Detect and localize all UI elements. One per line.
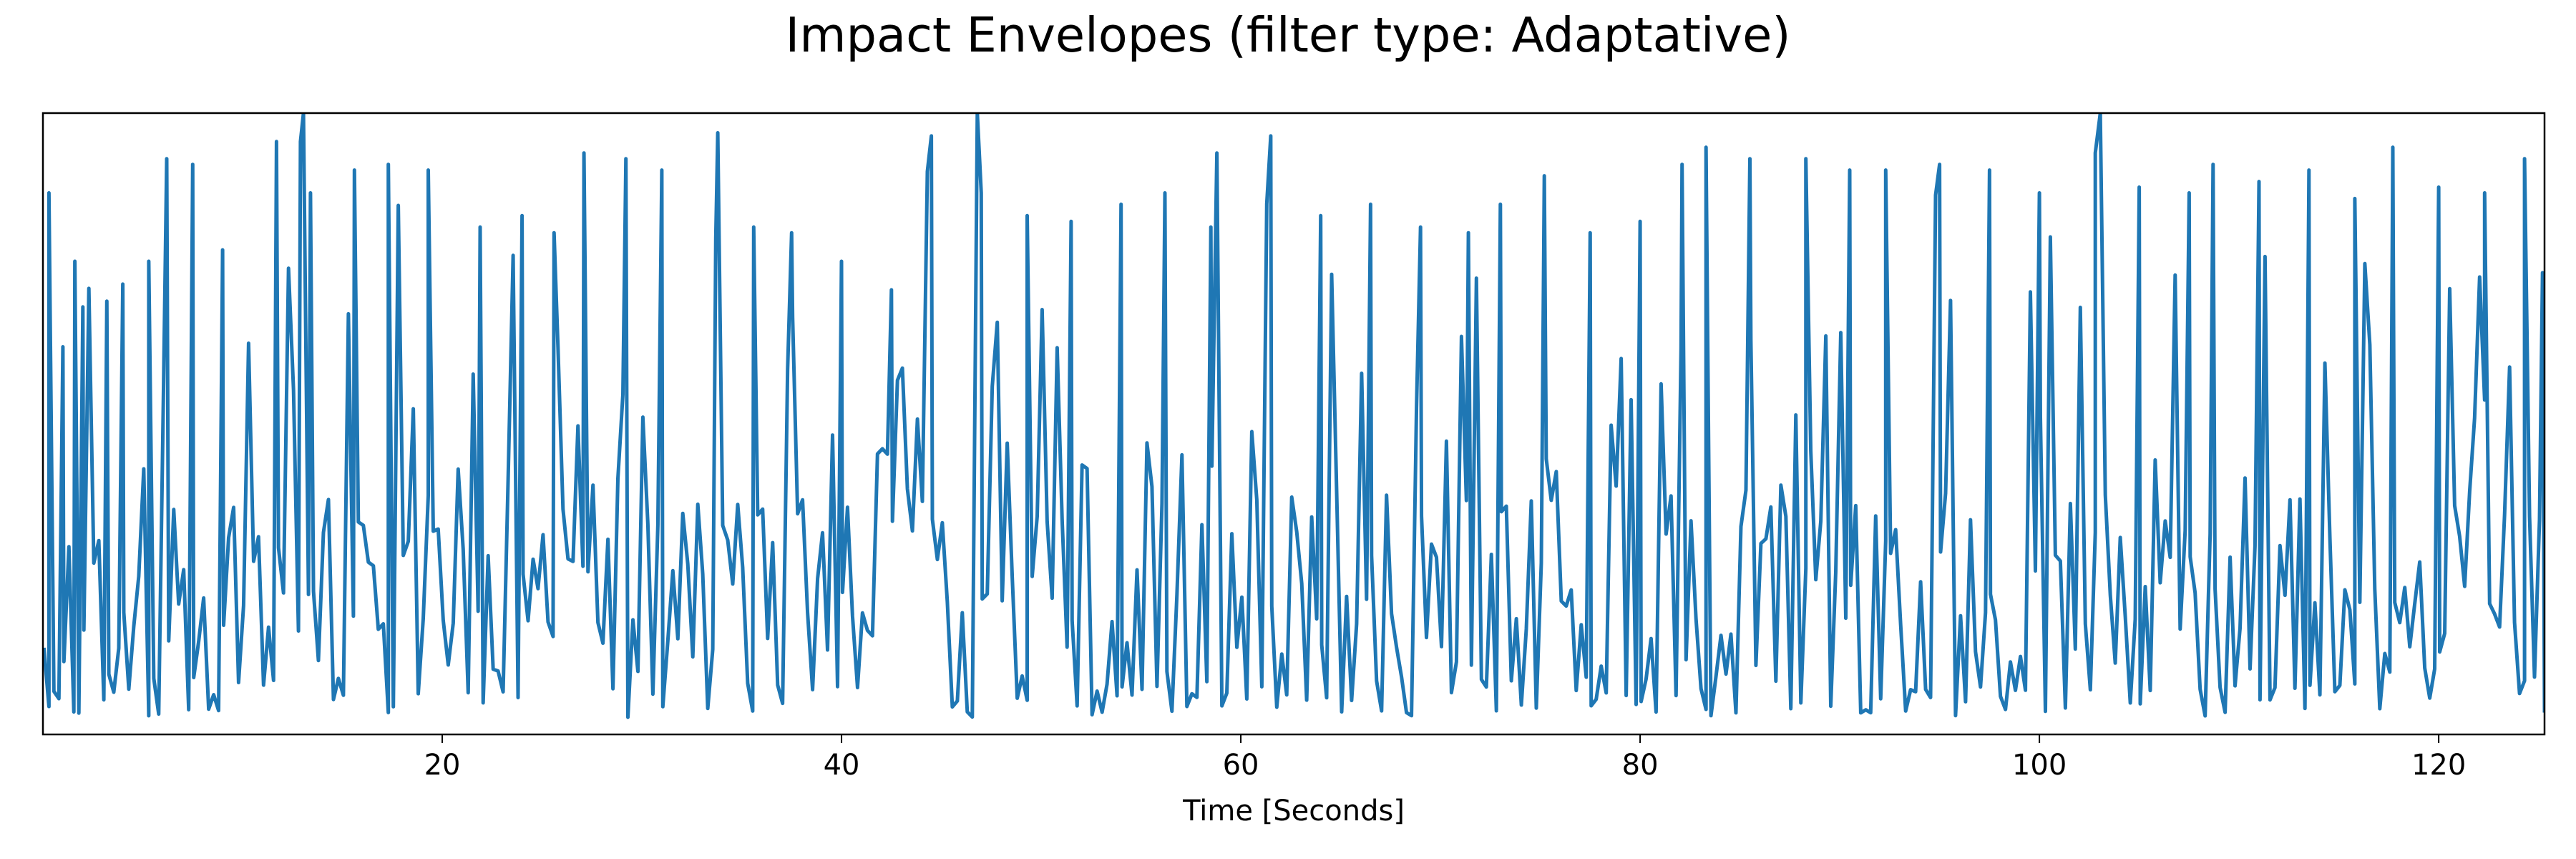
x-axis-ticks: 20 40 60 80 100 120: [424, 734, 2466, 782]
x-tick-label: 80: [1622, 749, 1659, 782]
axes-frame: [42, 112, 2546, 736]
x-axis-label: Time [Seconds]: [1182, 795, 1405, 828]
x-tick-label: 120: [2411, 749, 2466, 782]
x-tick-label: 40: [824, 749, 860, 782]
x-tick-label: 20: [424, 749, 461, 782]
chart-title: Impact Envelopes (filter type: Adaptativ…: [785, 7, 1790, 63]
plot-area: [43, 113, 2545, 719]
series-group: [43, 113, 2545, 719]
x-tick-label: 100: [2012, 749, 2067, 782]
x-tick-label: 60: [1223, 749, 1259, 782]
envelope-series-line: [43, 113, 2545, 719]
